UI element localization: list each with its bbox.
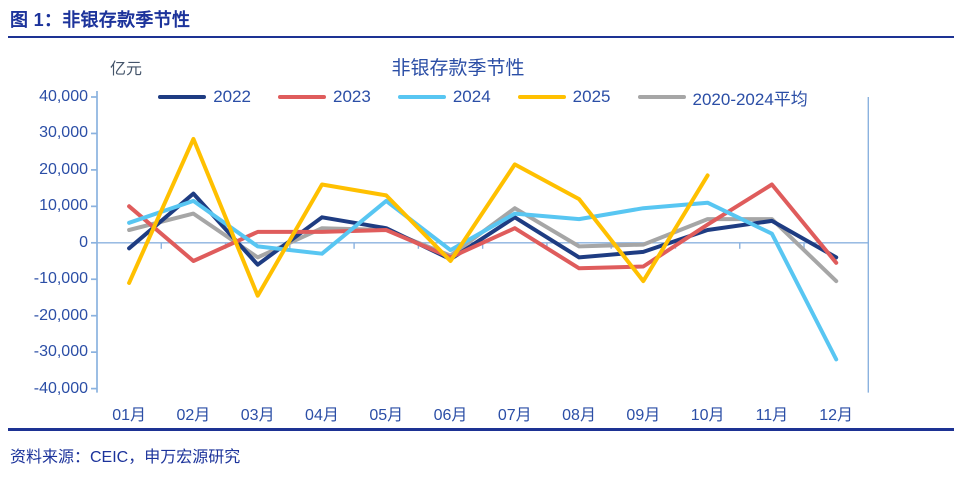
legend-label: 2024 bbox=[452, 87, 491, 106]
header-divider bbox=[8, 36, 954, 38]
legend-label: 2023 bbox=[333, 87, 371, 106]
legend-item-2023[interactable]: 2023 bbox=[278, 87, 371, 107]
legend-label: 2025 bbox=[572, 87, 611, 106]
legend-item-2022[interactable]: 2022 bbox=[158, 87, 251, 107]
series-line-2025[interactable] bbox=[127, 136, 710, 298]
figure-header-title: 图 1：非银存款季节性 bbox=[10, 10, 191, 30]
chart-legend: 2022 2023 2024 2025 2020-2024平均 bbox=[97, 85, 869, 110]
legend-label: 2020-2024平均 bbox=[692, 89, 808, 109]
y-axis-unit-label: 亿元 bbox=[110, 61, 143, 78]
source-note: 资料来源：CEIC，申万宏源研究 bbox=[10, 449, 241, 466]
legend-swatch bbox=[158, 94, 207, 100]
series-line-2022[interactable] bbox=[127, 191, 839, 267]
footer-divider bbox=[8, 428, 954, 431]
legend-item-2024[interactable]: 2024 bbox=[397, 87, 491, 107]
legend-swatch bbox=[637, 94, 686, 100]
legend-swatch bbox=[517, 94, 566, 100]
legend-swatch bbox=[397, 94, 446, 100]
legend-item-2020-2024平均[interactable]: 2020-2024平均 bbox=[637, 85, 808, 110]
chart-title: 非银存款季节性 bbox=[391, 58, 525, 79]
legend-item-2025[interactable]: 2025 bbox=[517, 87, 611, 107]
legend-swatch bbox=[278, 94, 327, 100]
series-line-2024[interactable] bbox=[127, 198, 839, 362]
legend-label: 2022 bbox=[213, 87, 252, 106]
